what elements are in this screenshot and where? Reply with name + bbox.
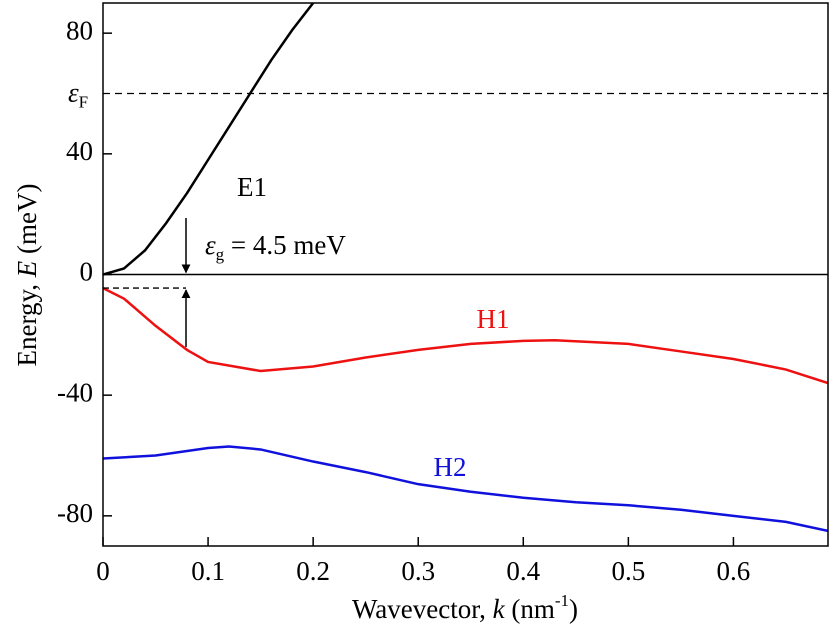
series-label: H1	[477, 304, 510, 334]
x-tick-label: 0.2	[296, 556, 330, 586]
plot-frame	[102, 2, 829, 547]
fermi-symbol: ε	[68, 78, 79, 108]
x-tick-label: 0.6	[717, 556, 751, 586]
series-label: E1	[237, 172, 267, 202]
y-tick-label: -80	[57, 498, 93, 528]
fermi-subscript: F	[79, 92, 88, 111]
y-axis-label: Energy, E (meV)	[12, 184, 42, 367]
x-tick-label: 0	[96, 556, 110, 586]
series-label: H2	[434, 452, 467, 482]
series-line	[103, 445, 828, 533]
series-line	[103, 3, 315, 276]
x-tick-label: 0.4	[506, 556, 540, 586]
gap-subscript: g	[216, 245, 225, 264]
gap-symbol: ε	[205, 230, 216, 260]
y-tick-label: 80	[66, 15, 93, 45]
y-tick-label: -40	[57, 377, 93, 407]
y-tick-label: 0	[80, 257, 94, 287]
y-tick-label: 40	[66, 136, 93, 166]
gap-text: = 4.5 meV	[224, 230, 346, 260]
x-tick-label: 0.1	[191, 556, 225, 586]
series-line	[103, 286, 828, 385]
x-axis-label: Wavevector, k (nm-1)	[352, 591, 578, 624]
x-tick-label: 0.5	[611, 556, 645, 586]
fermi-label: εF	[68, 78, 88, 112]
gap-label: εg = 4.5 meV	[205, 230, 346, 264]
x-tick-label: 0.3	[401, 556, 435, 586]
